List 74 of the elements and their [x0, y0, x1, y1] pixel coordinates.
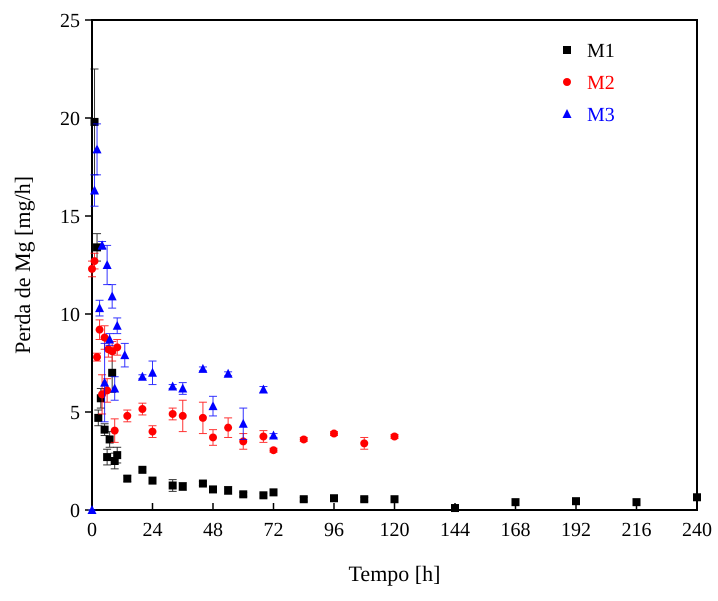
x-tick-label: 240 [682, 519, 712, 541]
point [168, 482, 177, 490]
point [224, 368, 233, 378]
point [209, 433, 217, 442]
point [168, 410, 177, 418]
y-axis-title: Perda de Mg [mg/h] [10, 176, 35, 354]
point [138, 405, 146, 414]
point [95, 303, 104, 312]
point [209, 485, 217, 494]
x-tick-label: 0 [87, 519, 97, 541]
point [238, 418, 248, 428]
point [632, 498, 640, 506]
point [93, 353, 102, 362]
x-tick-label: 120 [380, 519, 410, 541]
x-tick-label: 96 [324, 519, 344, 541]
legend-label: M1 [587, 40, 615, 62]
point [108, 291, 117, 300]
point [693, 493, 701, 502]
point [270, 488, 278, 496]
y-tick-label: 15 [60, 206, 80, 228]
point [96, 326, 104, 334]
point [110, 426, 119, 435]
point [100, 426, 109, 434]
point [102, 260, 112, 269]
point [390, 495, 398, 504]
point [92, 144, 102, 154]
x-tick-label: 216 [622, 519, 652, 541]
point [113, 343, 122, 352]
point [100, 334, 109, 342]
point [148, 368, 157, 377]
point [360, 439, 368, 448]
point [198, 364, 208, 373]
point [88, 505, 96, 514]
point [198, 480, 207, 488]
point [113, 451, 122, 460]
point [451, 504, 459, 512]
y-tick-label: 10 [60, 304, 80, 326]
point [330, 494, 338, 502]
point [138, 372, 147, 381]
y-tick-label: 20 [60, 108, 80, 130]
point [90, 186, 100, 195]
point [512, 498, 520, 506]
point [106, 435, 114, 444]
point [224, 424, 232, 432]
y-tick-label: 25 [60, 10, 80, 32]
point [110, 383, 120, 392]
point [100, 378, 110, 387]
point [108, 368, 116, 377]
y-tick-label: 0 [70, 500, 80, 522]
x-tick-label: 72 [264, 519, 284, 541]
point [90, 257, 99, 266]
legend-label: M3 [587, 104, 615, 126]
x-tick-label: 144 [440, 519, 470, 541]
x-axis-title: Tempo [h] [348, 561, 440, 586]
point [148, 476, 156, 485]
x-tick-label: 168 [500, 519, 530, 541]
point [148, 428, 156, 436]
legend-label: M2 [587, 72, 615, 94]
point [572, 497, 580, 506]
y-tick-label: 5 [70, 402, 80, 424]
point [103, 453, 112, 462]
x-tick-label: 192 [561, 519, 591, 541]
point [178, 412, 187, 420]
x-tick-label: 48 [203, 519, 223, 541]
point [120, 350, 130, 360]
point [258, 384, 268, 394]
x-tick-label: 24 [142, 519, 162, 541]
point [94, 414, 102, 422]
point [198, 414, 207, 422]
point [112, 320, 122, 330]
point [208, 401, 218, 410]
point [123, 412, 132, 420]
point [269, 430, 278, 440]
point [259, 432, 268, 440]
